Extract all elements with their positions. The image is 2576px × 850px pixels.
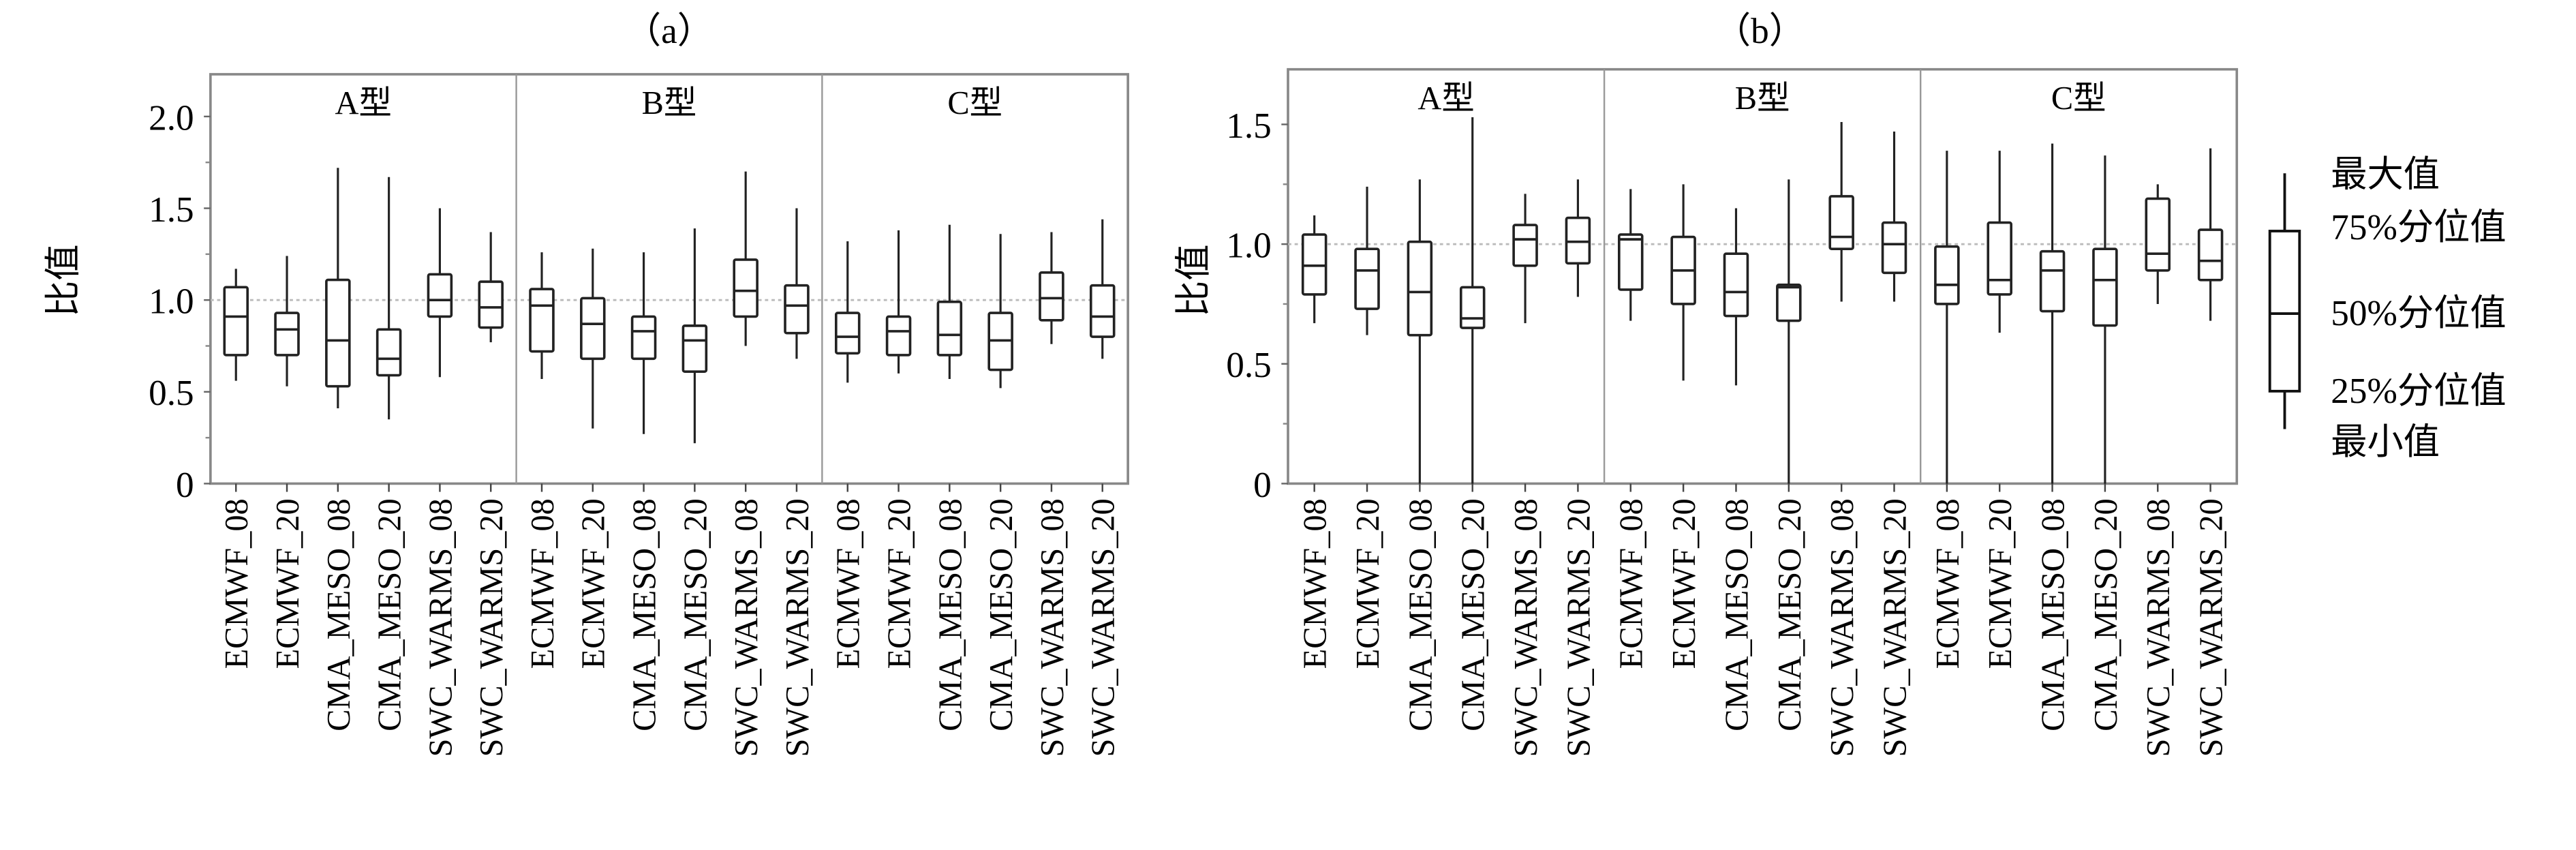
y-tick-label: 1.5	[149, 189, 194, 230]
x-tick-label: ECMWF_20	[1982, 498, 2019, 669]
box	[1723, 252, 1749, 318]
box	[325, 278, 351, 388]
box	[1618, 233, 1644, 291]
x-tick-label: SWC_WARMS_08	[2141, 498, 2177, 757]
box	[1828, 195, 1854, 250]
box	[580, 297, 606, 361]
box	[681, 324, 708, 374]
x-tick-label: SWC_WARMS_20	[780, 498, 816, 757]
legend-q1-label: 25%分位值	[2331, 371, 2506, 411]
x-tick-label: SWC_WARMS_20	[2194, 498, 2230, 757]
box	[375, 328, 402, 377]
group-label: C型	[947, 85, 1002, 121]
box	[885, 315, 912, 356]
y-axis-label: 比值	[1174, 244, 1214, 317]
box	[936, 301, 963, 356]
panel-title: （a）	[625, 11, 714, 51]
box	[1776, 284, 1802, 322]
x-tick-label: CMA_MESO_08	[627, 498, 663, 731]
group-label: B型	[642, 85, 697, 121]
x-tick-label: CMA_MESO_20	[372, 498, 408, 731]
x-tick-label: CMA_MESO_08	[1719, 498, 1755, 731]
x-tick-label: SWC_WARMS_20	[1561, 498, 1597, 757]
plot-area	[1287, 67, 2239, 485]
panel-b: （b） 比值 0 0.5 1.0 1.5 A型 ECMWF_08 ECMWF_20 CMA_MES…	[1174, 11, 2239, 757]
x-tick-label: SWC_WARMS_20	[1086, 498, 1122, 757]
x-tick-label: SWC_WARMS_20	[474, 498, 510, 757]
x-tick-label: ECMWF_20	[1666, 498, 1702, 669]
x-tick-label: CMA_MESO_20	[2088, 498, 2124, 731]
x-tick-label: ECMWF_08	[219, 498, 255, 669]
legend-q3-label: 75%分位值	[2331, 207, 2506, 247]
y-tick-label: 0.5	[149, 373, 194, 413]
x-tick-label: CMA_MESO_20	[677, 498, 714, 731]
x-tick-label: ECMWF_08	[1298, 498, 1334, 669]
panel-title: （b）	[1715, 11, 1805, 51]
y-tick-label: 1.5	[1226, 106, 1272, 146]
x-tick-label: CMA_MESO_20	[1456, 498, 1492, 731]
x-tick-label: SWC_WARMS_08	[1508, 498, 1544, 757]
box	[478, 280, 504, 329]
y-tick-label: 1.0	[1226, 226, 1272, 266]
plot-area	[209, 73, 1129, 485]
group-label: B型	[1735, 80, 1790, 117]
group-label: C型	[2051, 80, 2106, 117]
box	[630, 315, 657, 361]
box	[1407, 240, 1433, 337]
box	[2145, 197, 2171, 272]
x-tick-label: SWC_WARMS_08	[729, 498, 765, 757]
x-tick-label: CMA_MESO_20	[983, 498, 1019, 731]
y-tick-label: 0	[1253, 465, 1272, 505]
legend-median-label: 50%分位值	[2331, 293, 2506, 333]
box	[2197, 228, 2224, 282]
legend-box	[2268, 230, 2301, 393]
y-tick-label: 0.5	[1226, 345, 1272, 385]
x-tick-label: CMA_MESO_08	[932, 498, 968, 731]
y-tick-label: 1.0	[149, 282, 194, 322]
box	[1881, 221, 1907, 275]
box	[274, 312, 300, 356]
box	[223, 286, 249, 356]
box	[1987, 221, 2012, 296]
x-tick-label: CMA_MESO_08	[2036, 498, 2072, 731]
x-tick-label: ECMWF_20	[882, 498, 918, 669]
y-tick-label: 2.0	[149, 97, 194, 138]
x-tick-label: ECMWF_20	[270, 498, 306, 669]
group-label: A型	[1417, 80, 1474, 117]
x-tick-label: ECMWF_08	[831, 498, 867, 669]
x-tick-label: CMA_MESO_20	[1772, 498, 1808, 731]
box	[529, 288, 555, 353]
box	[1039, 271, 1064, 322]
box	[835, 312, 861, 355]
box	[427, 273, 453, 318]
box	[1934, 245, 1960, 305]
legend: 最大值 75%分位值 50%分位值 25%分位值 最小值	[2268, 155, 2506, 462]
panel-a: （a） 比值 0 0.5 1.0 1.5 2.0 A型 ECMWF_08 ECMWF_20 CMA_…	[43, 11, 1129, 757]
box	[2039, 249, 2066, 313]
box	[784, 284, 810, 335]
x-tick-label: CMA_MESO_08	[321, 498, 357, 731]
group-label: A型	[335, 85, 392, 121]
box	[733, 258, 758, 318]
x-tick-label: SWC_WARMS_08	[423, 498, 459, 757]
box	[1459, 286, 1486, 329]
legend-max-label: 最大值	[2331, 155, 2440, 195]
x-tick-label: ECMWF_20	[576, 498, 612, 669]
x-tick-label: ECMWF_08	[525, 498, 561, 669]
y-axis-label: 比值	[43, 244, 83, 317]
box	[1089, 284, 1116, 338]
x-tick-label: ECMWF_08	[1930, 498, 1966, 669]
x-tick-label: SWC_WARMS_08	[1034, 498, 1071, 757]
box	[1354, 247, 1380, 310]
x-tick-label: ECMWF_20	[1350, 498, 1386, 669]
legend-min-label: 最小值	[2331, 422, 2440, 462]
x-tick-label: ECMWF_08	[1614, 498, 1650, 669]
x-tick-label: SWC_WARMS_20	[1877, 498, 1913, 757]
box	[1512, 224, 1538, 267]
x-tick-label: CMA_MESO_08	[1402, 498, 1439, 731]
x-tick-label: SWC_WARMS_08	[1824, 498, 1860, 757]
box	[2092, 247, 2118, 327]
y-tick-label: 0	[176, 465, 194, 505]
